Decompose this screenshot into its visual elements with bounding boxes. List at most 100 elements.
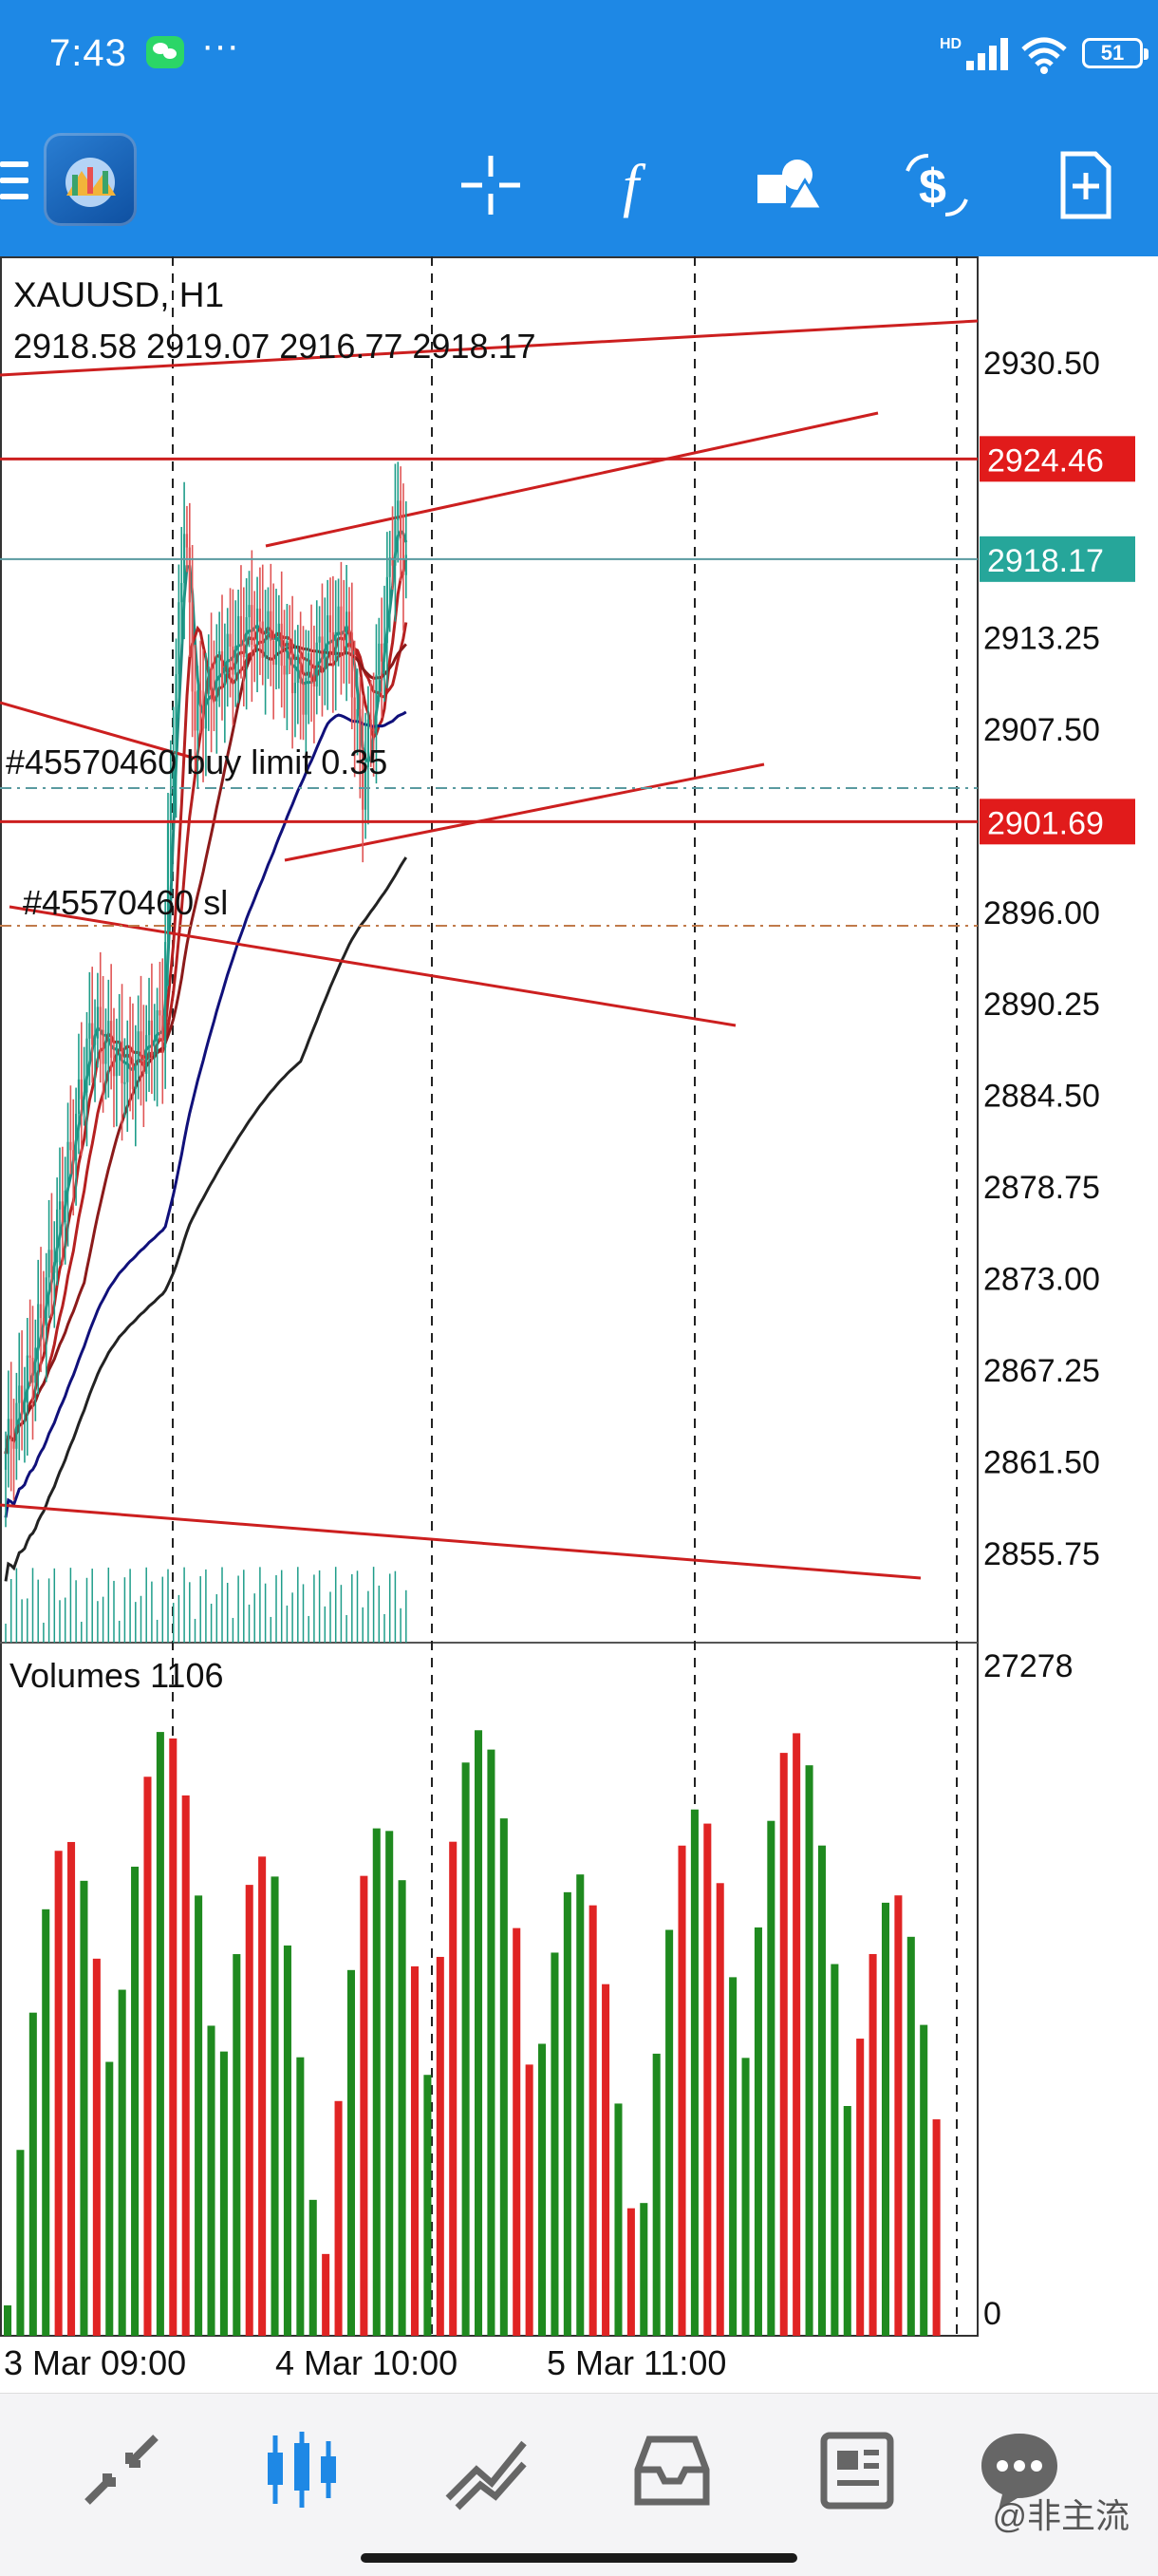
moving-average-line [4,856,408,1582]
wifi-icon [1021,37,1067,74]
candle-body [28,1355,31,1358]
volume-bar [475,1730,483,2336]
candle-body [23,1402,27,1415]
candle-body [204,693,207,729]
news-icon[interactable] [809,2422,904,2517]
volume-bar [80,1880,88,2336]
candle-body [188,547,191,603]
candle-body [350,632,353,698]
candle-body [156,1010,159,1053]
candle-body [255,608,259,646]
candle-body [264,639,267,658]
volume-bar [131,1866,140,2336]
candle-body [391,557,394,566]
menu-icon[interactable] [0,161,32,199]
quotes-icon[interactable] [74,2422,169,2517]
candle-body [293,683,297,694]
moving-average-line [4,643,407,1455]
order-sl-label[interactable]: #45570460 sl [23,883,229,922]
app-logo[interactable] [44,133,137,226]
candle-body [93,1038,97,1045]
volume-max-label: 27278 [983,1648,1074,1684]
candle-body [232,646,234,675]
candle-body [69,1141,72,1151]
volume-bar [640,2203,648,2336]
volume-bar [678,1845,686,2336]
objects-icon[interactable] [746,142,831,228]
candle-body [175,673,177,762]
candle-body [45,1277,47,1326]
price-axis-label: 2878.75 [983,1170,1100,1206]
chart-area[interactable]: 2930.50 2913.25 2907.50 2896.00 2890.25 2884.… [0,256,1158,2393]
network-type-label: HD [940,36,962,52]
price-axis-label: 2930.50 [983,346,1100,382]
price-axis-label: 2896.00 [983,895,1100,931]
price-badge-label: 2901.69 [987,805,1104,841]
messages-icon[interactable] [972,2422,1067,2517]
candle-body [91,1023,94,1045]
volume-bar [487,1749,495,2336]
candle-body [164,942,167,1048]
volume-bar [932,2119,941,2336]
volume-bar [16,2150,25,2336]
candle-body [104,1040,107,1064]
trendline [9,905,737,1027]
order-buy-limit-label[interactable]: #45570460 buy limit 0.35 [6,743,388,781]
price-badge [980,536,1135,582]
volume-bar [271,1876,279,2336]
volume-bar [499,1818,508,2336]
candle-body [18,1385,21,1403]
candle-body [291,651,294,694]
candle-body [299,654,302,684]
new-chart-icon[interactable] [1042,142,1128,228]
history-icon[interactable] [625,2422,719,2517]
price-axis-label: 2873.00 [983,1262,1100,1298]
volume-bar [461,1762,470,2336]
candle-body [253,645,256,648]
chart-icon[interactable] [254,2422,349,2517]
trade-icon[interactable]: $ [894,142,980,228]
price-axis-label: 2855.75 [983,1536,1100,1572]
candle-body [245,617,248,658]
candle-body [362,749,364,810]
crosshair-icon[interactable] [448,142,533,228]
volume-bar [868,1953,877,2336]
trendline [0,701,200,762]
volume-bar [602,1984,610,2336]
price-chart[interactable]: 2930.50 2913.25 2907.50 2896.00 2890.25 2884.… [0,256,1158,2393]
candle-body [126,1048,129,1082]
volume-bar [538,2043,547,2336]
candle-body [88,1023,91,1039]
candle-body [131,1059,135,1090]
candle-body [229,633,232,647]
candle-body [185,534,189,548]
function-icon[interactable]: f [596,142,682,228]
moving-average-line [4,710,407,1518]
volume-bar [28,2012,37,2336]
volume-bar [54,1851,63,2336]
candle-body [166,822,170,943]
candle-body [277,623,280,633]
wechat-notification-icon [146,36,184,68]
volume-bar [156,1732,164,2336]
trendline [0,319,979,377]
candle-body [99,1006,102,1030]
candle-body [280,623,283,667]
candle-body [34,1347,37,1383]
candle-body [315,642,318,687]
candle-body [213,695,215,702]
candle-body [258,608,261,622]
symbol-header: XAUUSD, H1 [13,275,225,314]
price-badge [980,436,1135,482]
candle-body [312,683,315,687]
candle-body [366,719,369,768]
candle-body [324,652,327,669]
volume-bar [118,1989,126,2336]
candle-body [218,650,221,658]
candle-body [140,1031,142,1058]
svg-text:f: f [623,154,646,218]
candle-body [39,1304,43,1319]
status-bar: 7:43 ··· HD 51 [0,0,1158,114]
trade-nav-icon[interactable] [439,2422,533,2517]
candle-body [142,1057,145,1074]
